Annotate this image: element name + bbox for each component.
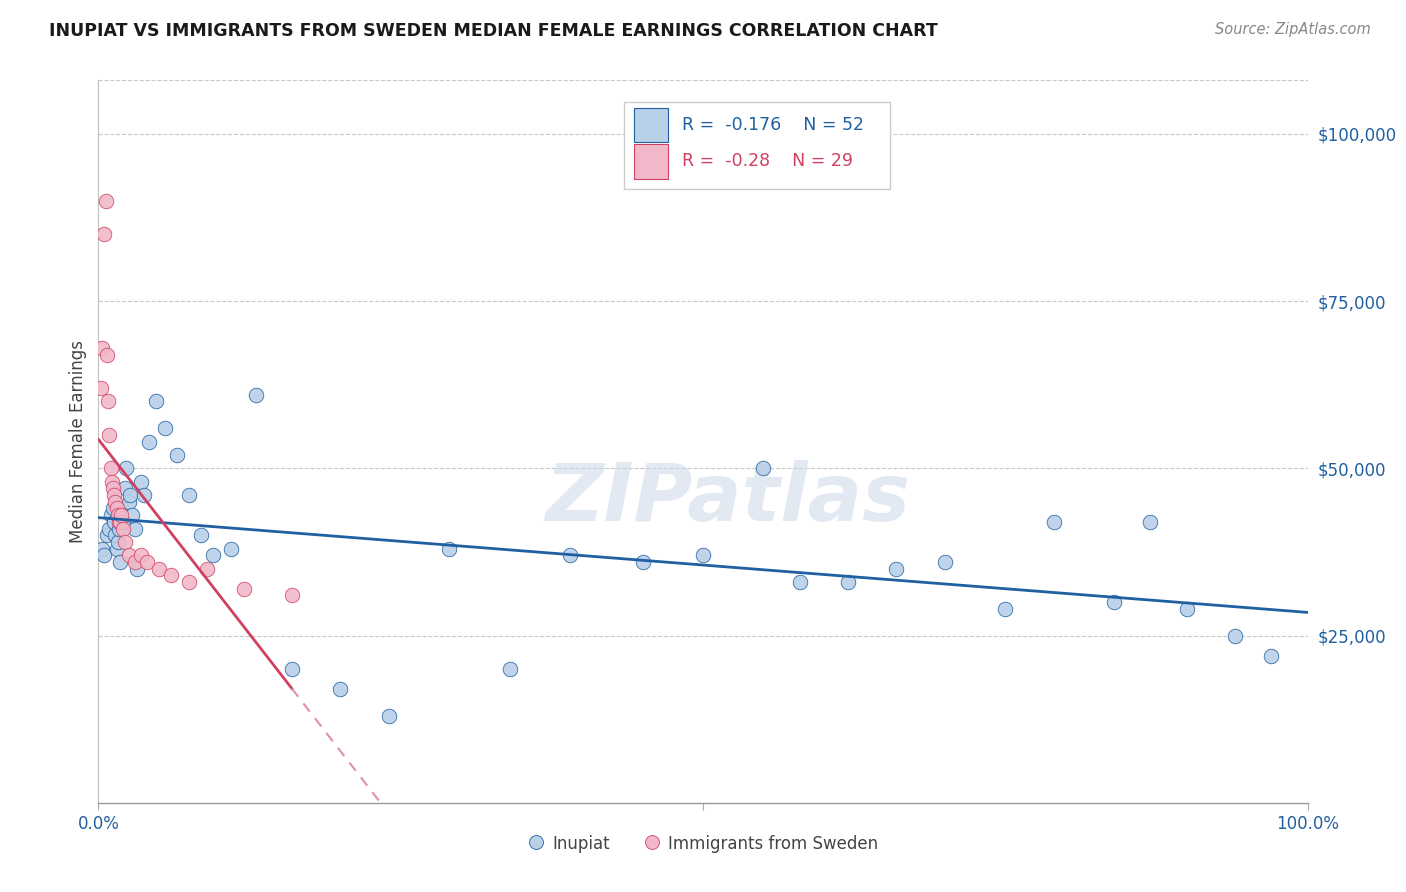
Point — [631, 555, 654, 569]
Point — [129, 548, 152, 563]
Point — [179, 575, 201, 590]
Point — [98, 427, 121, 442]
Point — [558, 548, 581, 563]
Point — [934, 555, 956, 569]
Legend: Inupiat, Immigrants from Sweden: Inupiat, Immigrants from Sweden — [520, 828, 886, 860]
Point — [281, 662, 304, 676]
Point — [498, 662, 520, 676]
Point — [752, 461, 775, 475]
Point — [1223, 628, 1246, 642]
Text: INUPIAT VS IMMIGRANTS FROM SWEDEN MEDIAN FEMALE EARNINGS CORRELATION CHART: INUPIAT VS IMMIGRANTS FROM SWEDEN MEDIAN… — [49, 22, 938, 40]
Text: R =  -0.28    N = 29: R = -0.28 N = 29 — [682, 153, 853, 170]
Point — [232, 582, 254, 596]
Point — [108, 515, 131, 529]
Point — [153, 421, 176, 435]
Point — [1139, 515, 1161, 529]
Point — [190, 528, 212, 542]
Point — [166, 448, 188, 462]
Text: Source: ZipAtlas.com: Source: ZipAtlas.com — [1215, 22, 1371, 37]
Point — [134, 488, 156, 502]
Point — [129, 475, 152, 489]
Point — [93, 548, 115, 563]
Point — [692, 548, 714, 563]
Point — [110, 508, 132, 523]
FancyBboxPatch shape — [624, 102, 890, 189]
Point — [110, 501, 132, 516]
Point — [107, 534, 129, 549]
Point — [101, 501, 124, 516]
Point — [202, 548, 225, 563]
Point — [103, 515, 125, 529]
Point — [789, 575, 811, 590]
Point — [221, 541, 243, 556]
Text: R =  -0.176    N = 52: R = -0.176 N = 52 — [682, 116, 865, 134]
Point — [1042, 515, 1064, 529]
Point — [118, 548, 141, 563]
Point — [886, 562, 908, 576]
FancyBboxPatch shape — [634, 144, 668, 178]
Point — [105, 541, 128, 556]
Point — [90, 381, 112, 395]
Point — [91, 341, 114, 355]
Point — [1260, 648, 1282, 663]
Point — [103, 488, 125, 502]
Point — [91, 541, 114, 556]
Point — [179, 488, 201, 502]
Point — [94, 194, 117, 208]
Point — [118, 488, 141, 502]
Point — [245, 387, 267, 401]
Point — [329, 681, 352, 696]
Point — [114, 534, 136, 549]
Point — [148, 562, 170, 576]
Point — [281, 589, 304, 603]
Point — [145, 394, 167, 409]
Point — [108, 555, 131, 569]
Point — [105, 501, 128, 516]
Point — [114, 482, 136, 496]
Point — [377, 708, 399, 723]
Point — [115, 461, 138, 475]
Point — [108, 521, 131, 535]
Point — [121, 508, 143, 523]
Point — [994, 602, 1017, 616]
Point — [98, 521, 121, 535]
Point — [1102, 595, 1125, 609]
Text: ZIPatlas: ZIPatlas — [544, 460, 910, 539]
Point — [1175, 602, 1198, 616]
Point — [138, 434, 160, 449]
Point — [101, 482, 124, 496]
Point — [100, 461, 122, 475]
Point — [100, 508, 122, 523]
Point — [437, 541, 460, 556]
Point — [127, 562, 149, 576]
Point — [96, 348, 118, 362]
Point — [93, 227, 115, 241]
Point — [104, 494, 127, 508]
Point — [97, 394, 120, 409]
Point — [195, 562, 218, 576]
Point — [108, 515, 131, 529]
Point — [135, 555, 157, 569]
Point — [111, 521, 134, 535]
Point — [107, 508, 129, 523]
Point — [124, 555, 146, 569]
Point — [118, 494, 141, 508]
Point — [104, 528, 127, 542]
Point — [100, 475, 122, 489]
Point — [124, 521, 146, 535]
Point — [837, 575, 859, 590]
Point — [111, 515, 134, 529]
Point — [160, 568, 183, 582]
FancyBboxPatch shape — [634, 108, 668, 143]
Y-axis label: Median Female Earnings: Median Female Earnings — [69, 340, 87, 543]
Point — [96, 528, 118, 542]
